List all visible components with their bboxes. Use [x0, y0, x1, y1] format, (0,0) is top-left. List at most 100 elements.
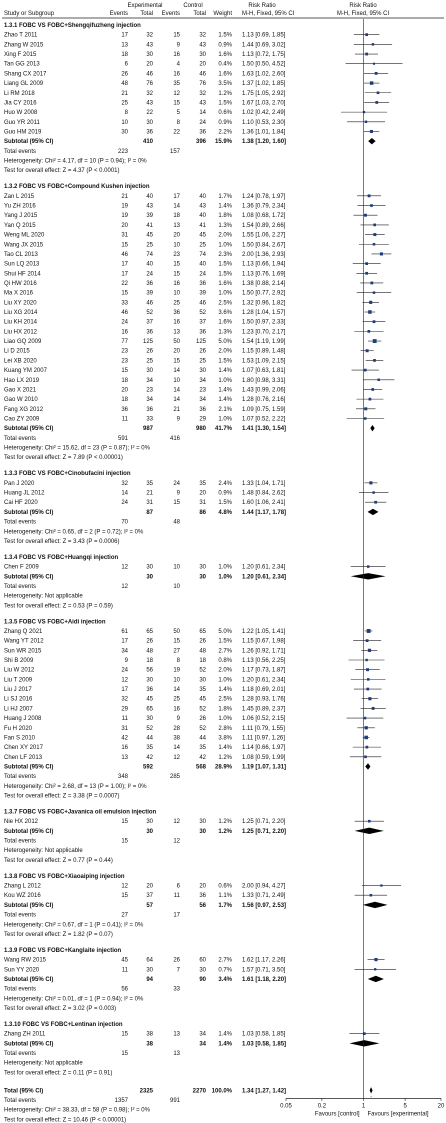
- subgroup-2-study-12-exp-events: 33: [121, 300, 128, 306]
- subgroup-1-study-2-ctl-total: 43: [199, 42, 206, 48]
- subgroup-5-study-13-weight: 1.4%: [218, 745, 232, 751]
- subgroup-3-study-2-weight: 0.9%: [218, 491, 232, 497]
- subgroup-6-total-events-ctl: 12: [173, 839, 180, 845]
- subgroup-5-study-8-exp-events: 32: [121, 697, 128, 703]
- subgroup-2-study-16-exp-events: 77: [121, 339, 128, 345]
- header-risk-ratio-plot: Risk Ratio: [349, 3, 377, 9]
- subgroup-1-study-7-label: Li RM 2018: [4, 91, 35, 97]
- subgroup-1-study-11-label: Guo HM 2019: [4, 129, 42, 135]
- subgroup-8-total-events-label: Total events: [4, 987, 36, 993]
- subgroup-2-study-11-ci: 1.50 [0.77, 2.92]: [242, 291, 286, 297]
- header-ctl-events: Events: [162, 11, 180, 17]
- subgroup-8-subtotal-ci: 1.61 [1.18, 2.20]: [242, 977, 286, 983]
- subgroup-1-study-1-ci: 1.13 [0.69, 1.85]: [242, 33, 286, 39]
- subgroup-5-study-13-marker: [365, 745, 369, 749]
- subgroup-5-study-2-marker: [365, 639, 369, 643]
- subgroup-1-study-11-weight: 2.2%: [218, 129, 232, 135]
- subgroup-6-study-1-ctl-events: 12: [173, 819, 180, 825]
- subgroup-8-study-1-exp-total: 64: [146, 958, 153, 964]
- subgroup-2-subtotal-diamond: [370, 424, 375, 432]
- subgroup-2-study-16-marker: [372, 339, 377, 343]
- subgroup-1-subtotal-diamond: [368, 137, 376, 145]
- subgroup-2-study-13-exp-events: 46: [121, 310, 128, 316]
- subgroup-8-study-2-marker: [374, 968, 377, 971]
- header-exp-events: Events: [110, 11, 128, 17]
- subgroup-5-study-11-weight: 2.8%: [218, 726, 232, 732]
- subgroup-9-study-1-label: Zhang ZH 2011: [4, 1032, 46, 1038]
- subgroup-6-subtotal-ci: 1.25 [0.71, 2.20]: [242, 829, 286, 835]
- subgroup-3-study-3-exp-events: 24: [121, 500, 128, 506]
- subgroup-1-study-4-exp-total: 20: [146, 62, 153, 68]
- subgroup-5-study-10-exp-total: 30: [146, 716, 153, 722]
- overall-effect: Test for overall effect: Z = 10.46 (P < …: [4, 1117, 126, 1123]
- subgroup-1-study-3-ci: 1.13 [0.72, 1.75]: [242, 52, 286, 58]
- subgroup-2-study-24-label: Cao ZY 2009: [4, 416, 40, 422]
- subgroup-2-study-15-exp-total: 36: [146, 329, 153, 335]
- subgroup-5-study-6-ci: 1.20 [0.61, 2.34]: [242, 677, 286, 683]
- subgroup-2-study-5-exp-events: 31: [121, 233, 128, 239]
- subgroup-3-subtotal-ctl-total: 86: [199, 510, 206, 516]
- subgroup-2-study-7-ctl-events: 23: [173, 252, 180, 258]
- subgroup-2-study-1-ctl-total: 40: [199, 194, 206, 200]
- subgroup-2-study-8-weight: 1.5%: [218, 262, 232, 268]
- subgroup-5-study-5-ctl-total: 52: [199, 668, 206, 674]
- subgroup-6-overall-effect: Test for overall effect: Z = 0.77 (P = 0…: [4, 858, 113, 864]
- subgroup-3-study-1-weight: 2.4%: [218, 481, 232, 487]
- subgroup-5-study-1-weight: 5.0%: [218, 629, 232, 635]
- subgroup-2-study-10-label: Qi HW 2016: [4, 281, 37, 287]
- subgroup-5-study-5-ci: 1.17 [0.73, 1.87]: [242, 668, 286, 674]
- subgroup-2-study-19-ci: 1.07 [0.63, 1.81]: [242, 368, 286, 374]
- subgroup-2-study-14-exp-total: 37: [146, 320, 153, 326]
- subgroup-2-study-10-ci: 1.38 [0.88, 2.14]: [242, 281, 286, 287]
- subgroup-2-study-24-ctl-events: 9: [177, 416, 181, 422]
- subgroup-8-total-events-exp: 56: [121, 987, 128, 993]
- subgroup-1-study-3-ctl-total: 30: [199, 52, 206, 58]
- subgroup-1-study-6-weight: 3.5%: [218, 81, 232, 87]
- subgroup-1-study-10-label: Guo YR 2011: [4, 120, 40, 126]
- x-tick-label-3: 1: [362, 1103, 366, 1109]
- subgroup-5-study-8-marker: [368, 697, 372, 701]
- subgroup-7-study-1-exp-total: 20: [146, 884, 153, 890]
- subgroup-2-study-8-label: Sun LQ 2013: [4, 262, 40, 268]
- subgroup-4-title: 1.3.4 FOBC VS FOBC+Huangqi injection: [4, 555, 119, 561]
- subgroup-5-study-9-label: Li HJ 2007: [4, 706, 33, 712]
- subgroup-6-study-1-label: Nie HX 2012: [4, 819, 39, 825]
- subgroup-2-study-10-ctl-total: 36: [199, 281, 206, 287]
- subgroup-5-subtotal-label: Subtotal (95% CI): [4, 764, 53, 770]
- subgroup-1-study-3-exp-total: 30: [146, 52, 153, 58]
- subgroup-9-total-events-label: Total events: [4, 1051, 36, 1057]
- subgroup-8-subtotal-exp-total: 94: [146, 977, 153, 983]
- subgroup-1-study-3-ctl-events: 16: [173, 52, 180, 58]
- subgroup-2-study-18-marker: [373, 359, 376, 362]
- subgroup-5-study-1-marker: [366, 629, 371, 633]
- subgroup-2-study-13-marker: [368, 310, 372, 314]
- subgroup-5-study-5-exp-total: 56: [146, 668, 153, 674]
- subgroup-5-study-9-marker: [371, 706, 375, 710]
- subgroup-9-heterogeneity: Heterogeneity: Not applicable: [4, 1061, 83, 1067]
- subgroup-2-study-21-exp-events: 20: [121, 387, 128, 393]
- subgroup-6-study-1-weight: 1.2%: [218, 819, 232, 825]
- subgroup-5-study-11-ctl-events: 28: [173, 726, 180, 732]
- subgroup-2-study-19-label: Kuang YM 2007: [4, 368, 48, 374]
- subgroup-5-study-13-exp-total: 35: [146, 745, 153, 751]
- subgroup-2-study-15-weight: 1.3%: [218, 329, 232, 335]
- subgroup-2-study-23-exp-total: 36: [146, 407, 153, 413]
- subgroup-2-study-2-exp-total: 43: [146, 204, 153, 210]
- subgroup-2-study-23-marker: [364, 407, 368, 411]
- subgroup-8-study-1-ctl-events: 26: [173, 958, 180, 964]
- subgroup-3-title: 1.3.3 FOBC VS FOBC+Cinobufacini injectio…: [4, 471, 131, 477]
- subgroup-4-study-1-marker: [366, 565, 370, 568]
- subgroup-9-total-events-ctl: 13: [173, 1051, 180, 1057]
- subgroup-5-study-4-exp-events: 9: [125, 658, 129, 664]
- subgroup-2-total-events-ctl: 416: [170, 436, 181, 442]
- subgroup-5-study-10-ctl-events: 9: [177, 716, 181, 722]
- subgroup-3-subtotal-diamond: [367, 508, 379, 516]
- subgroup-7-study-2-label: Kou WZ 2016: [4, 893, 41, 899]
- subgroup-2-study-6-ci: 1.50 [0.84, 2.67]: [242, 242, 286, 248]
- subgroup-2-study-10-ctl-events: 16: [173, 281, 180, 287]
- subgroup-2-study-16-exp-total: 125: [143, 339, 154, 345]
- subgroup-1-study-9-exp-total: 22: [146, 110, 153, 116]
- subgroup-7-study-1-ctl-events: 6: [177, 884, 181, 890]
- subgroup-9-overall-effect: Test for overall effect: Z = 0.11 (P = 0…: [4, 1070, 112, 1076]
- subgroup-3-study-1-ctl-events: 24: [173, 481, 180, 487]
